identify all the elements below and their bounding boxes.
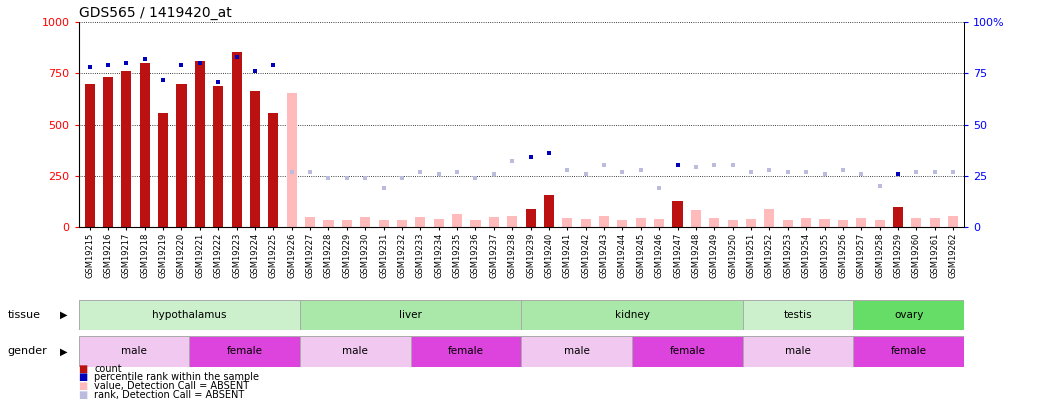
Bar [930, 217, 940, 227]
Bar [79, 300, 300, 330]
Bar [122, 71, 131, 227]
Bar [801, 217, 811, 227]
Text: ■: ■ [79, 373, 88, 382]
Text: GDS565 / 1419420_at: GDS565 / 1419420_at [79, 6, 232, 20]
Bar [85, 84, 94, 227]
Bar [563, 217, 572, 227]
Bar [397, 220, 407, 227]
Text: female: female [449, 346, 484, 356]
Text: male: male [121, 346, 147, 356]
Bar [522, 336, 632, 367]
Text: rank, Detection Call = ABSENT: rank, Detection Call = ABSENT [94, 390, 244, 400]
Bar [342, 220, 352, 227]
Bar [893, 207, 903, 227]
Bar [599, 215, 609, 227]
Bar [764, 209, 774, 227]
Bar [673, 201, 682, 227]
Bar [743, 336, 853, 367]
Bar [287, 93, 297, 227]
Bar [452, 213, 462, 227]
Bar [581, 219, 591, 227]
Bar [103, 77, 113, 227]
Bar [268, 113, 279, 227]
Text: count: count [94, 364, 122, 373]
Text: ▶: ▶ [60, 346, 67, 356]
Bar [636, 217, 646, 227]
Text: male: male [343, 346, 368, 356]
Text: kidney: kidney [614, 310, 650, 320]
Bar [727, 220, 738, 227]
Text: female: female [891, 346, 926, 356]
Text: hypothalamus: hypothalamus [152, 310, 226, 320]
Text: ■: ■ [79, 364, 88, 373]
Bar [743, 300, 853, 330]
Bar [158, 113, 168, 227]
Bar [544, 195, 554, 227]
Bar [522, 300, 743, 330]
Bar [507, 215, 518, 227]
Bar [691, 211, 701, 227]
Bar [434, 219, 443, 227]
Bar [853, 336, 964, 367]
Bar [783, 220, 793, 227]
Text: liver: liver [399, 310, 422, 320]
Text: percentile rank within the sample: percentile rank within the sample [94, 373, 259, 382]
Text: tissue: tissue [7, 310, 40, 320]
Text: ovary: ovary [894, 310, 923, 320]
Bar [300, 300, 522, 330]
Bar [232, 52, 242, 227]
Bar [746, 219, 756, 227]
Bar [79, 336, 190, 367]
Text: value, Detection Call = ABSENT: value, Detection Call = ABSENT [94, 382, 249, 391]
Text: ■: ■ [79, 390, 88, 400]
Text: male: male [785, 346, 811, 356]
Text: ■: ■ [79, 382, 88, 391]
Bar [213, 86, 223, 227]
Bar [912, 217, 921, 227]
Bar [300, 336, 411, 367]
Bar [176, 84, 187, 227]
Bar [875, 220, 885, 227]
Bar [324, 220, 333, 227]
Bar [378, 220, 389, 227]
Bar [471, 220, 480, 227]
Bar [415, 217, 425, 227]
Bar [654, 219, 664, 227]
Text: female: female [226, 346, 263, 356]
Text: gender: gender [7, 346, 47, 356]
Bar [948, 215, 958, 227]
Bar [853, 300, 964, 330]
Bar [820, 219, 830, 227]
Bar [361, 217, 370, 227]
Bar [837, 220, 848, 227]
Bar [856, 217, 867, 227]
Bar [190, 336, 300, 367]
Bar [709, 217, 719, 227]
Bar [139, 63, 150, 227]
Bar [195, 61, 205, 227]
Text: female: female [670, 346, 705, 356]
Bar [632, 336, 743, 367]
Text: testis: testis [784, 310, 812, 320]
Text: male: male [564, 346, 590, 356]
Bar [525, 209, 536, 227]
Bar [249, 91, 260, 227]
Bar [617, 220, 628, 227]
Bar [488, 217, 499, 227]
Bar [411, 336, 521, 367]
Bar [305, 217, 315, 227]
Text: ▶: ▶ [60, 310, 67, 320]
